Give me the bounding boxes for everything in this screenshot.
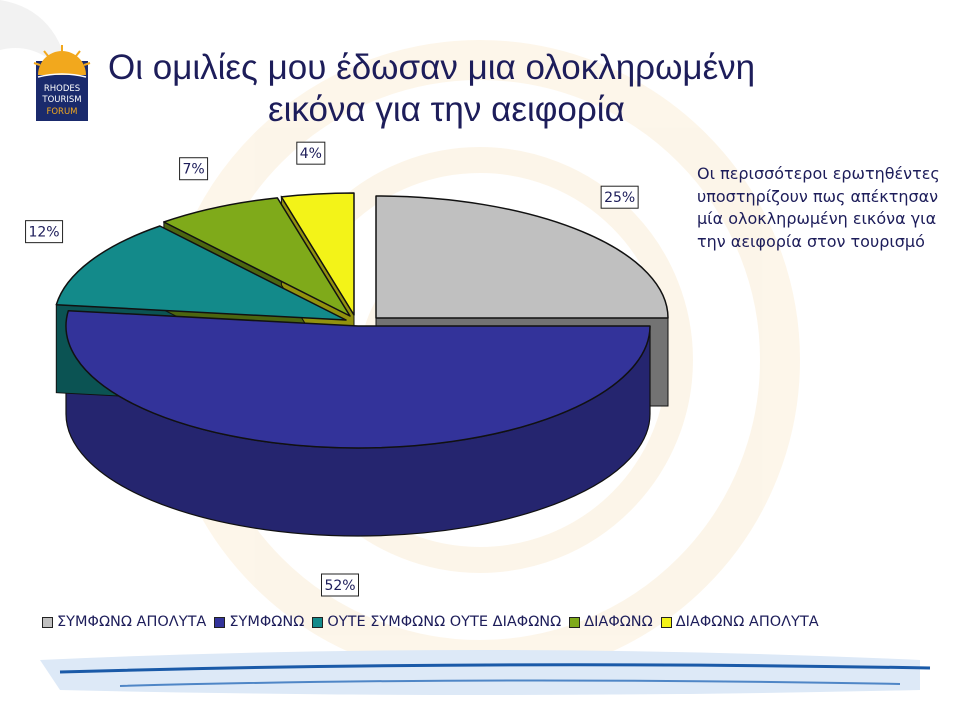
logo-text-1: RHODES <box>44 84 80 94</box>
chart-legend: ΣΥΜΦΩΝΩ ΑΠΟΛΥΤΑ ΣΥΜΦΩΝΩ ΟΥΤΕ ΣΥΜΦΩΝΩ ΟΥΤΕ … <box>42 611 942 633</box>
legend-label: ΟΥΤΕ ΣΥΜΦΩΝΩ ΟΥΤΕ ΔΙΑΦΩΝΩ <box>327 614 562 630</box>
data-label-4: 4% <box>300 146 322 162</box>
chart-note: Οι περισσότεροι ερωτηθέντες υποστηρίζουν… <box>697 164 940 251</box>
sun-logo-icon: RHODES TOURISM FORUM <box>33 45 91 121</box>
pie-labels: 25% 52% 12% 7% 4% <box>25 141 639 597</box>
wave-decoration <box>40 650 931 695</box>
pie-tops <box>55 192 669 449</box>
logo-text-2: TOURISM <box>41 95 81 105</box>
legend-label: ΣΥΜΦΩΝΩ <box>229 614 305 630</box>
data-label-box-0 <box>600 185 639 209</box>
data-label-0: 25% <box>604 190 635 206</box>
legend-swatch <box>569 616 581 628</box>
pie-slice-1 <box>65 309 651 449</box>
data-label-3: 7% <box>182 162 204 178</box>
legend-item: ΟΥΤΕ ΣΥΜΦΩΝΩ ΟΥΤΕ ΔΙΑΦΩΝΩ <box>312 614 561 630</box>
pie-slice-2 <box>55 225 347 321</box>
legend-label: ΔΙΑΦΩΝΩ <box>584 614 653 630</box>
legend-swatch <box>42 616 53 628</box>
legend-item: ΔΙΑΦΩΝΩ <box>569 614 653 630</box>
legend-label: ΣΥΜΦΩΝΩ ΑΠΟΛΥΤΑ <box>57 614 207 630</box>
logo-text-3: FORUM <box>46 107 77 117</box>
data-label-1: 52% <box>324 578 355 594</box>
data-label-box-4 <box>296 141 326 165</box>
page-title-line-1: Οι ομιλίες μου έδωσαν μια ολοκληρωμένη <box>108 48 756 87</box>
logo: RHODES TOURISM FORUM <box>32 43 92 123</box>
data-label-box-1 <box>321 573 359 597</box>
page-title-line-2: εικόνα για την αειφορία <box>268 90 625 129</box>
legend-item: ΣΥΜΦΩΝΩ <box>214 614 304 630</box>
data-label-box-3 <box>179 157 209 181</box>
pie-slice-4 <box>280 192 355 316</box>
data-label-2: 12% <box>28 225 59 241</box>
pie-slice-3 <box>163 197 351 317</box>
legend-label: ΔΙΑΦΩΝΩ ΑΠΟΛΥΤΑ <box>675 614 819 630</box>
legend-item: ΣΥΜΦΩΝΩ ΑΠΟΛΥΤΑ <box>42 614 206 630</box>
legend-swatch <box>214 616 226 628</box>
legend-item: ΔΙΑΦΩΝΩ ΑΠΟΛΥΤΑ <box>660 614 819 630</box>
legend-swatch <box>660 616 672 628</box>
data-label-box-2 <box>25 220 64 244</box>
pie-slice-0 <box>375 195 669 319</box>
legend-swatch <box>312 616 324 628</box>
